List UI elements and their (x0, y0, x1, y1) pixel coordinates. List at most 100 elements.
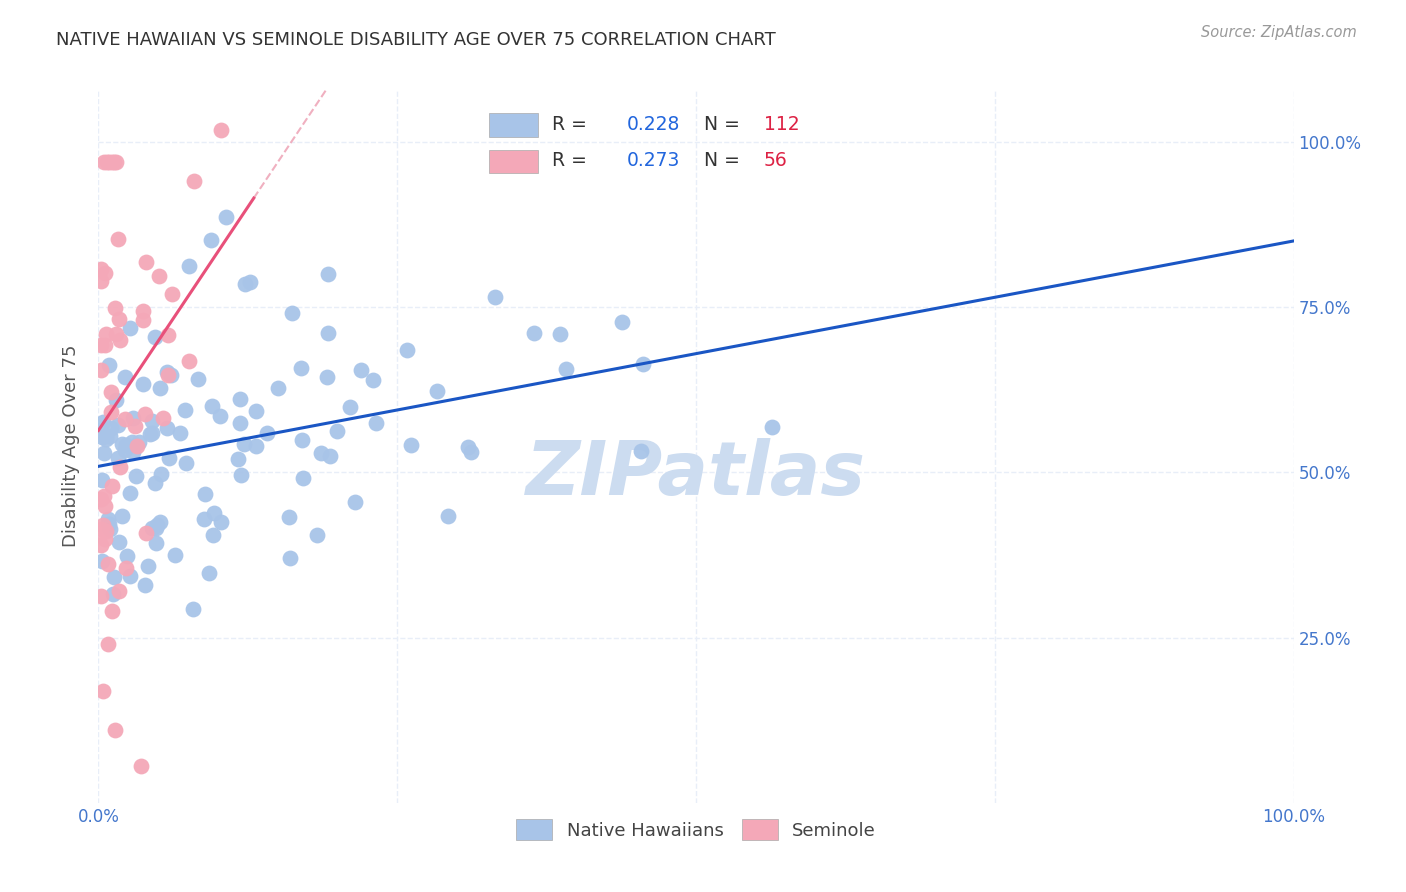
Point (108, 333, 131, 347)
Point (111, 437, 134, 451)
Point (107, 25, 129, 39)
Point (90, 538, 112, 552)
Point (105, 154, 128, 169)
Point (149, 467, 172, 481)
Point (93, 532, 115, 546)
Point (93, 154, 115, 169)
Point (174, 402, 197, 417)
Point (93, 446, 115, 460)
Point (399, 438, 422, 452)
Point (97, 358, 120, 372)
Point (114, 412, 136, 426)
Point (460, 444, 482, 458)
Point (316, 267, 339, 281)
Point (202, 506, 225, 520)
Point (134, 407, 156, 421)
Point (107, 417, 129, 432)
Point (316, 370, 339, 384)
Point (187, 372, 209, 386)
Point (125, 439, 148, 453)
Point (316, 326, 339, 340)
Point (120, 321, 142, 335)
Text: ZIPatlas: ZIPatlas (526, 438, 866, 511)
Point (361, 373, 384, 387)
Point (610, 315, 633, 329)
Point (135, 255, 157, 269)
Point (100, 384, 122, 399)
Point (100, 405, 122, 419)
Point (143, 330, 166, 344)
Point (94, 433, 117, 447)
Point (143, 475, 166, 490)
Point (179, 354, 201, 368)
Point (107, 535, 129, 549)
Point (101, 479, 124, 493)
Point (122, 445, 145, 459)
Point (156, 368, 179, 383)
Point (94, 266, 117, 280)
Point (132, 304, 155, 318)
Point (156, 328, 179, 343)
Point (761, 420, 783, 434)
Point (117, 549, 139, 563)
Point (344, 495, 367, 509)
Point (121, 434, 143, 449)
Point (114, 561, 136, 575)
Point (163, 548, 186, 562)
Point (135, 526, 157, 541)
Point (108, 584, 131, 599)
Point (103, 154, 125, 169)
Point (96, 327, 118, 342)
Point (193, 512, 215, 526)
Point (245, 439, 267, 453)
Point (90, 337, 112, 351)
Point (131, 312, 153, 326)
Point (100, 154, 122, 169)
Point (256, 425, 278, 440)
Text: NATIVE HAWAIIAN VS SEMINOLE DISABILITY AGE OVER 75 CORRELATION CHART: NATIVE HAWAIIAN VS SEMINOLE DISABILITY A… (56, 31, 776, 49)
Point (118, 485, 141, 500)
Point (148, 515, 170, 529)
Point (457, 440, 479, 454)
Point (291, 433, 314, 447)
Point (426, 384, 449, 399)
Point (181, 602, 204, 616)
Point (91, 473, 114, 487)
Point (145, 521, 167, 535)
Point (136, 558, 159, 573)
Point (148, 381, 170, 395)
Point (97, 516, 120, 531)
Point (364, 416, 387, 430)
Point (200, 233, 222, 247)
Point (90, 274, 112, 288)
Point (107, 451, 129, 466)
Point (198, 566, 221, 581)
Point (114, 370, 136, 384)
Point (235, 277, 257, 291)
Point (93, 415, 115, 429)
Point (266, 381, 288, 395)
Point (105, 392, 128, 407)
Point (96, 637, 118, 651)
Point (104, 301, 127, 315)
Point (91, 683, 114, 698)
Text: Source: ZipAtlas.com: Source: ZipAtlas.com (1201, 25, 1357, 40)
Point (209, 123, 232, 137)
Legend: Native Hawaiians, Seminole: Native Hawaiians, Seminole (509, 812, 883, 847)
Point (91, 430, 114, 444)
Point (124, 419, 146, 434)
Y-axis label: Disability Age Over 75: Disability Age Over 75 (62, 344, 80, 548)
Point (278, 550, 301, 565)
Point (229, 416, 252, 430)
Point (157, 451, 180, 466)
Point (100, 522, 122, 536)
Point (156, 420, 179, 434)
Point (209, 515, 232, 529)
Point (396, 343, 419, 357)
Point (160, 368, 183, 383)
Point (148, 268, 170, 283)
Point (105, 327, 128, 342)
Point (96, 154, 118, 169)
Point (93, 489, 115, 503)
Point (231, 467, 253, 482)
